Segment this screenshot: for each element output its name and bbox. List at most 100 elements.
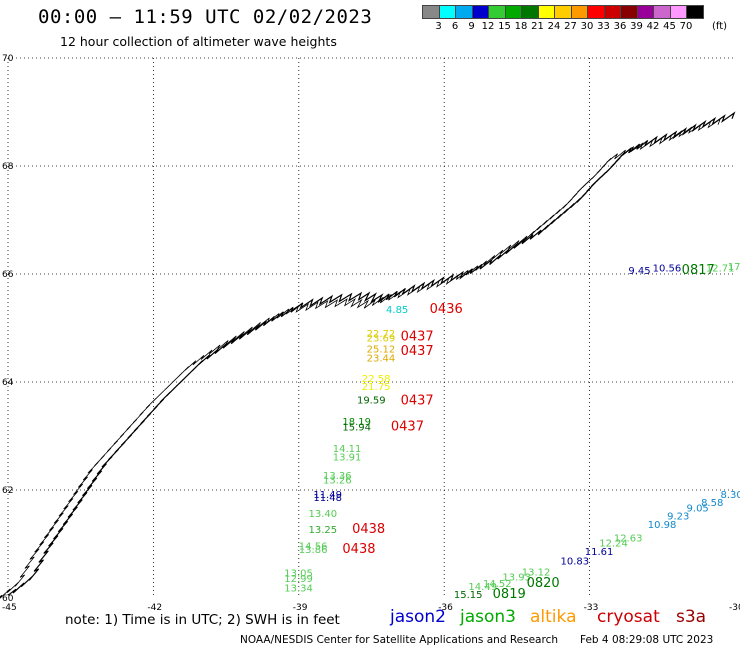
wave-height-label: 8.58 (701, 498, 723, 509)
legend-cryosat: cryosat (597, 607, 660, 627)
wave-height-label: 13.25 (308, 525, 337, 536)
wave-height-label: 14.52 (483, 579, 512, 590)
wave-height-label: 0437 (401, 344, 434, 359)
wave-height-label: 13.36 (323, 471, 352, 482)
scale-label: 9 (468, 21, 475, 32)
wave-height-label: 22.58 (362, 374, 391, 385)
wave-height-label: 23.44 (367, 353, 396, 364)
scale-swatch (686, 5, 704, 19)
wave-height-label: 13.91 (333, 452, 362, 463)
wave-height-label: 12.71 (706, 263, 735, 274)
wave-height-label: 0437 (391, 420, 424, 435)
wave-height-label: 22.72 (367, 329, 396, 340)
legend-jason2: jason2 (390, 607, 446, 627)
scale-label: 27 (564, 21, 577, 32)
lon-tick: -36 (438, 603, 453, 613)
scale-label: 39 (630, 21, 643, 32)
wave-height-label: 0438 (352, 522, 385, 537)
scale-label: 33 (597, 21, 610, 32)
coastline-islands (0, 117, 722, 599)
lat-tick: 62 (2, 486, 13, 496)
wave-height-label: 15.94 (342, 423, 371, 434)
scale-label: 6 (451, 21, 459, 32)
page-subtitle: 12 hour collection of altimeter wave hei… (60, 34, 337, 49)
wave-height-label: 19.59 (357, 396, 386, 407)
scale-label: 21 (531, 21, 544, 32)
wave-height-label: 11.49 (313, 490, 342, 501)
wave-height-label: 14.49 (468, 582, 497, 593)
wave-height-label: 0819 (493, 587, 526, 602)
satellite-track (444, 492, 736, 604)
scale-label: 15 (498, 21, 511, 32)
axis-ticks: 70 68 66 64 62 60-45 -42 -39 -36 -33 -30 (2, 54, 740, 613)
lat-tick: 68 (2, 162, 14, 172)
wave-height-label: 15.15 (454, 590, 483, 601)
wave-height-label: 9.23 (667, 512, 689, 523)
scale-label: 24 (547, 21, 561, 32)
lon-tick: -39 (293, 603, 308, 613)
color-scale-unit: (ft) (712, 21, 728, 32)
scale-label: 45 (663, 21, 676, 32)
wave-height-label: 8.30 (720, 490, 740, 501)
wave-height-label: 11.48 (313, 493, 342, 504)
wave-height-label: 13.93 (502, 573, 531, 584)
lon-tick: -30 (729, 603, 740, 613)
legend-s3a: s3a (676, 607, 707, 627)
wave-height-label: 12.24 (599, 539, 628, 550)
wave-height-label: 13.05 (284, 568, 313, 579)
wave-height-label: 9.05 (687, 504, 709, 515)
wave-height-label: 25.12 (367, 344, 396, 355)
wave-height-label: 13.12 (522, 567, 551, 578)
wave-height-label: 12.99 (284, 574, 313, 585)
footer-note: note: 1) Time is in UTC; 2) SWH is in fe… (65, 612, 340, 628)
wave-height-label: 4.85 (386, 305, 408, 316)
wave-height-label: 0438 (342, 542, 375, 557)
page-title: 00:00 – 11:59 UTC 02/02/2023 (38, 6, 373, 28)
wave-height-label: 0817 (682, 263, 715, 278)
lat-tick: 70 (2, 54, 14, 64)
scale-label: 3 (435, 21, 442, 32)
wave-height-label: 14.11 (333, 444, 362, 455)
wave-height-label: 10.98 (648, 520, 677, 531)
wave-height-label: 10.83 (561, 557, 590, 568)
wave-height-label: 14.56 (299, 541, 328, 552)
wave-height-label: 13.34 (284, 584, 313, 595)
footer-generated: Feb 4 08:29:08 UTC 2023 (580, 634, 714, 646)
lat-tick: 66 (2, 270, 14, 280)
wave-height-label: 13.26 (323, 476, 352, 487)
wave-height-label: 21.75 (362, 382, 391, 393)
scale-label: 70 (679, 21, 693, 32)
wave-height-label: 9.45 (628, 266, 650, 277)
map-grid (7, 57, 735, 598)
satellite-tracks (444, 492, 736, 604)
wave-height-label: 0820 (527, 576, 560, 591)
scale-label: 12 (481, 21, 495, 32)
wave-height-label: 12.63 (614, 533, 643, 544)
wave-height-label: 23.69 (367, 334, 396, 345)
lon-tick: -45 (2, 603, 17, 613)
scale-label: 18 (514, 21, 528, 32)
wave-height-label: 10.56 (653, 263, 682, 274)
wave-height-label: 13.40 (308, 509, 337, 520)
wave-height-label: 18.19 (342, 417, 371, 428)
lat-tick: 60 (2, 594, 14, 604)
wave-height-label: 0437 (401, 394, 434, 409)
coastline (7, 111, 736, 596)
wave-height-label: 17 (728, 262, 740, 273)
wave-height-label: 13.86 (299, 545, 328, 556)
lat-tick: 64 (2, 378, 14, 388)
color-scale (422, 5, 704, 19)
greenland-coastline (0, 111, 736, 599)
scale-label: 30 (580, 21, 594, 32)
scale-label: 42 (646, 21, 660, 32)
scale-label: 36 (613, 21, 627, 32)
legend-altika: altika (530, 607, 577, 627)
wave-height-label: 0436 (430, 302, 463, 317)
lon-tick: -33 (584, 603, 599, 613)
lon-tick: -42 (147, 603, 162, 613)
wave-height-label: 0437 (401, 329, 434, 344)
footer-credit: NOAA/NESDIS Center for Satellite Applica… (240, 634, 558, 646)
legend-jason3: jason3 (460, 607, 516, 627)
